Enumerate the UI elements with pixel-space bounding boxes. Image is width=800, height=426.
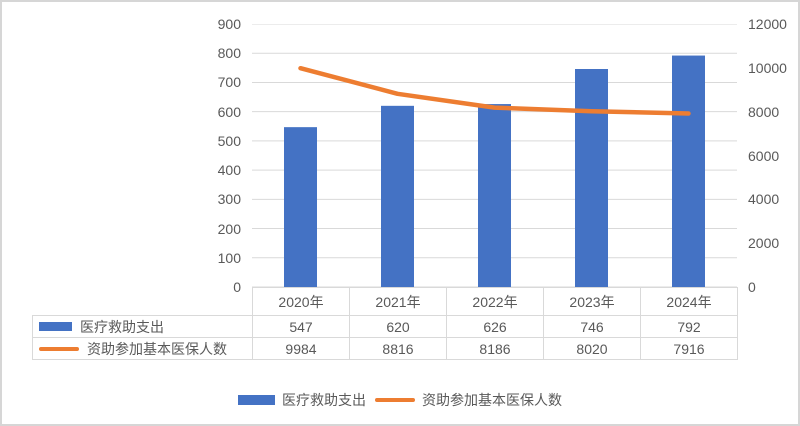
right-axis-tick: 4000	[748, 191, 780, 208]
right-axis-tick: 0	[748, 279, 756, 295]
legend-item: 资助参加基本医保人数	[375, 390, 562, 410]
right-axis-tick: 12000	[748, 16, 787, 32]
left-axis-tick: 0	[233, 279, 241, 295]
table-value-cell: 8020	[543, 337, 641, 360]
table-value-cell: 746	[543, 315, 641, 338]
bar-2020年	[284, 127, 317, 287]
table-series-label-cell: 医疗救助支出	[32, 315, 253, 338]
table-value-cell: 626	[446, 315, 544, 338]
data-table: 2020年 2021年 2022年 2023年 2024年医疗救助支出 547 620 626…	[32, 287, 738, 360]
bar-series-swatch-icon	[39, 322, 72, 331]
series-name-label: 资助参加基本医保人数	[87, 340, 227, 357]
bar-2021年	[381, 105, 414, 287]
left-axis-tick: 200	[217, 220, 241, 237]
table-value-cell: 547	[252, 315, 350, 338]
left-axis-tick: 500	[217, 132, 241, 149]
table-year-cell: 2023年	[543, 287, 641, 316]
right-axis: 12000 10000 8000 6000 4000 2000 0	[748, 2, 798, 424]
left-axis-tick: 900	[217, 16, 241, 32]
right-axis-tick: 2000	[748, 235, 780, 252]
right-axis-tick: 6000	[748, 147, 780, 164]
left-axis-tick: 800	[217, 45, 241, 62]
table-year-cell: 2022年	[446, 287, 544, 316]
line-series	[298, 65, 691, 116]
left-axis-tick: 300	[217, 191, 241, 208]
table-value-cell: 620	[349, 315, 447, 338]
left-axis-tick: 700	[217, 74, 241, 91]
legend-label: 医疗救助支出	[282, 392, 366, 408]
bar-2022年	[478, 104, 511, 287]
table-value-cell: 7916	[640, 337, 738, 360]
legend-label: 资助参加基本医保人数	[422, 392, 562, 408]
legend-line-swatch-icon	[375, 397, 415, 403]
left-axis-tick: 100	[217, 249, 241, 266]
legend-bar-swatch-icon	[238, 395, 275, 405]
legend-item: 医疗救助支出	[238, 390, 366, 410]
series-name-label: 医疗救助支出	[80, 318, 164, 335]
bar-2023年	[575, 69, 608, 287]
line-series-swatch-icon	[39, 346, 79, 351]
left-axis-tick: 400	[217, 162, 241, 179]
table-value-cell: 8816	[349, 337, 447, 360]
table-year-cell: 2024年	[640, 287, 738, 316]
chart-legend: 医疗救助支出 资助参加基本医保人数	[2, 390, 798, 410]
right-axis-tick: 8000	[748, 103, 780, 120]
table-series-label-cell: 资助参加基本医保人数	[32, 337, 253, 360]
table-corner-cell	[33, 288, 253, 316]
table-value-cell: 792	[640, 315, 738, 338]
left-axis-tick: 600	[217, 103, 241, 120]
table-value-cell: 9984	[252, 337, 350, 360]
right-axis-tick: 10000	[748, 59, 787, 76]
bar-2024年	[672, 55, 705, 287]
left-axis: 900 800 700 600 500 400 300 200 100 0	[195, 2, 241, 424]
plot-area	[252, 24, 737, 287]
table-year-cell: 2021年	[349, 287, 447, 316]
table-value-cell: 8186	[446, 337, 544, 360]
table-year-cell: 2020年	[252, 287, 350, 316]
